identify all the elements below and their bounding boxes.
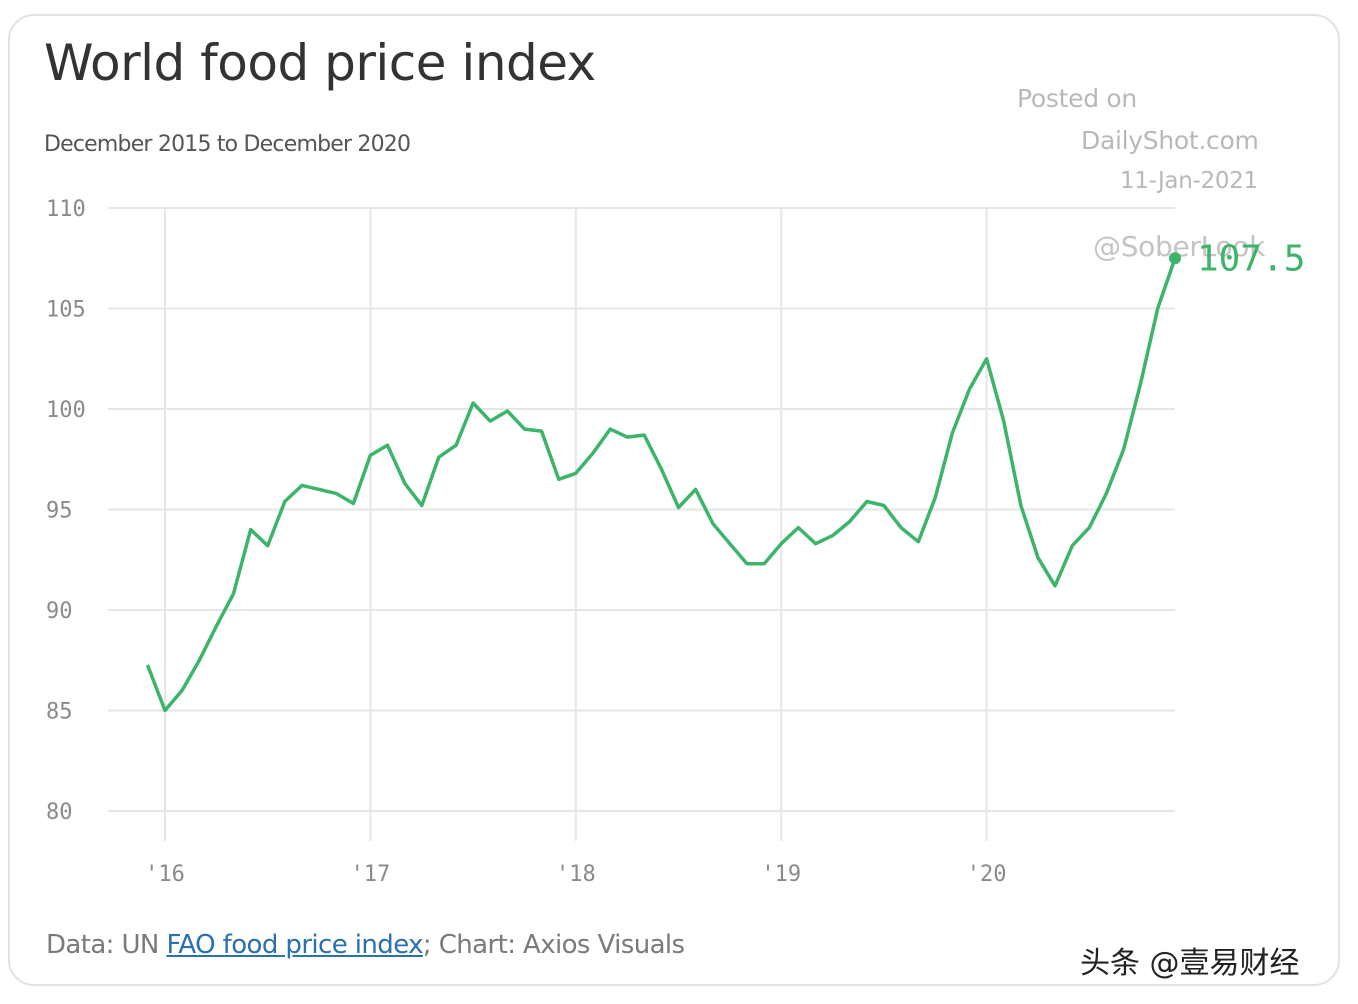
series-line <box>146 256 1177 713</box>
end-point-marker <box>1169 252 1181 265</box>
watermark-posted-on: Posted on <box>1017 84 1137 113</box>
chart-title: World food price index <box>44 34 596 92</box>
x-tick-label: '18 <box>556 862 596 887</box>
y-tick-label: 85 <box>46 700 73 725</box>
x-tick-label: '16 <box>145 862 185 887</box>
x-tick-label: '20 <box>967 862 1007 887</box>
y-tick-label: 90 <box>46 599 73 624</box>
end-value-label: 107.5 <box>1197 238 1305 279</box>
watermark-site: DailyShot.com <box>1081 126 1259 155</box>
source-note: Data: UN FAO food price index; Chart: Ax… <box>46 930 685 960</box>
watermark-date: 11-Jan-2021 <box>1120 168 1258 194</box>
y-tick-label: 110 <box>46 197 86 222</box>
y-tick-label: 105 <box>46 298 86 323</box>
source-prefix: Data: UN <box>46 930 167 960</box>
chart-subtitle: December 2015 to December 2020 <box>44 132 411 157</box>
fao-index-link[interactable]: FAO food price index <box>166 930 423 960</box>
x-tick-label: '17 <box>351 862 391 887</box>
y-tick-label: 100 <box>46 398 86 423</box>
y-tick-label: 80 <box>46 800 73 825</box>
source-suffix: ; Chart: Axios Visuals <box>422 930 685 960</box>
y-tick-label: 95 <box>46 499 73 524</box>
brand-watermark: 头条 @壹易财经 <box>1080 946 1300 981</box>
x-tick-label: '19 <box>761 862 801 887</box>
